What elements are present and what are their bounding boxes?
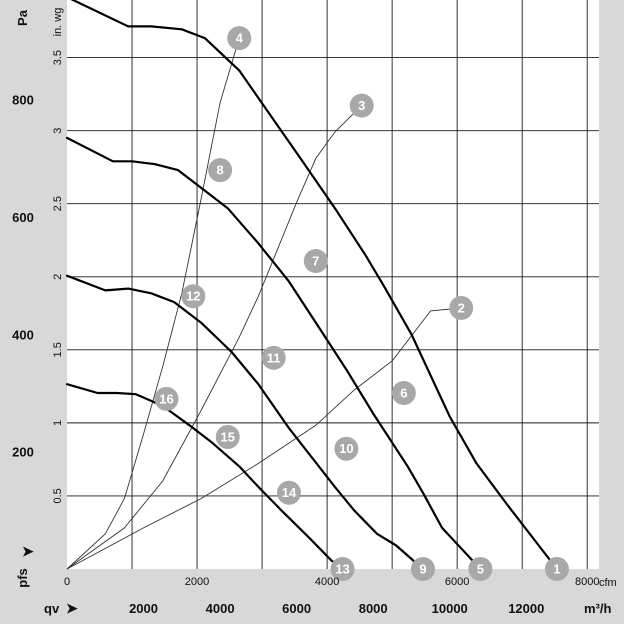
y-tick-pa: 400: [12, 327, 34, 342]
operating-point-label: 3: [358, 98, 365, 113]
operating-point-label: 4: [236, 31, 244, 46]
curves: [65, 0, 558, 571]
operating-point-marker: [154, 386, 179, 411]
plot-area: [67, 0, 599, 569]
operating-point-marker: [215, 425, 240, 450]
operating-point-marker: [208, 158, 233, 183]
x-tick-cfm: 0: [64, 576, 70, 588]
operating-point-marker: [468, 557, 493, 581]
operating-point: 11: [261, 345, 286, 370]
operating-point-label: 16: [159, 391, 173, 406]
x-tick-m3h: 10000: [432, 601, 468, 616]
operating-point: 1: [544, 557, 569, 581]
axis-ticks: 200 400 600 800 0.5 1 1.5 2 2.5 3 3.5 0 2000 4000 6000…: [12, 50, 599, 616]
y-axis-arrow: ➤: [22, 543, 34, 559]
operating-point: 6: [391, 381, 416, 406]
operating-point-label: 9: [419, 562, 426, 577]
x-axis-label: qv: [44, 601, 60, 616]
x-tick-cfm: 6000: [445, 576, 469, 588]
system-curve: [66, 105, 363, 570]
operating-point: 5: [468, 557, 493, 581]
y-tick-pa: 200: [12, 445, 34, 460]
y-tick-pa: 600: [12, 210, 34, 225]
operating-point-marker: [303, 249, 328, 274]
x-tick-cfm: 4000: [315, 576, 339, 588]
x-tick-m3h: 2000: [129, 601, 158, 616]
operating-point-marker: [227, 26, 252, 51]
operating-point-label: 5: [477, 562, 484, 577]
y-tick-inwg: 3.5: [52, 50, 64, 65]
operating-point: 13: [330, 557, 355, 581]
y-tick-inwg: 3: [52, 128, 64, 134]
operating-point-marker: [334, 436, 359, 461]
system-curve: [66, 307, 462, 570]
y-tick-inwg: 2: [52, 274, 64, 280]
y-unit-pa: Pa: [15, 9, 30, 26]
operating-point-marker: [544, 557, 569, 581]
operating-point: 10: [334, 436, 359, 461]
x-axis-arrow: ➤: [66, 600, 78, 616]
operating-point-marker: [261, 345, 286, 370]
operating-point-marker: [276, 480, 301, 505]
x-tick-m3h: 12000: [508, 601, 544, 616]
operating-point: 3: [349, 93, 374, 118]
operating-point: 12: [181, 284, 206, 309]
fan-curve: [65, 383, 344, 571]
operating-point-marker: [391, 381, 416, 406]
operating-point-label: 8: [216, 163, 223, 178]
operating-point-label: 13: [335, 562, 349, 577]
y-tick-inwg: 1: [52, 420, 64, 426]
operating-point-label: 1: [553, 562, 560, 577]
fan-curve: [65, 274, 424, 571]
operating-point-marker: [449, 295, 474, 320]
y-tick-inwg: 2.5: [52, 196, 64, 211]
operating-point: 16: [154, 386, 179, 411]
operating-point-marker: [181, 284, 206, 309]
operating-point: 9: [410, 557, 435, 581]
y-axis-label: pfs: [15, 568, 30, 588]
operating-point-marker: [410, 557, 435, 581]
fan-curve: [70, 0, 558, 571]
x-tick-m3h: 6000: [282, 601, 311, 616]
x-tick-cfm: 8000: [575, 576, 599, 588]
operating-point: 2: [449, 295, 474, 320]
system-curve: [66, 37, 240, 570]
y-unit-inwg: in. wg: [52, 8, 64, 37]
y-tick-inwg: 1.5: [52, 342, 64, 357]
operating-point: 15: [215, 425, 240, 450]
operating-point-label: 12: [186, 289, 200, 304]
operating-point: 7: [303, 249, 328, 274]
x-unit-cfm: cfm: [599, 577, 617, 589]
fan-curve: [65, 136, 482, 571]
operating-point-label: 6: [400, 386, 407, 401]
x-tick-m3h: 4000: [206, 601, 235, 616]
operating-point-label: 10: [339, 441, 353, 456]
x-unit-m3h: m³/h: [584, 601, 612, 616]
x-tick-m3h: 8000: [359, 601, 388, 616]
operating-point-marker: [330, 557, 355, 581]
operating-point-label: 11: [267, 350, 281, 365]
x-tick-cfm: 2000: [185, 576, 209, 588]
y-tick-pa: 800: [12, 93, 34, 108]
operating-point-label: 2: [458, 300, 465, 315]
operating-point-label: 15: [221, 430, 235, 445]
operating-point: 4: [227, 26, 252, 51]
operating-point-marker: [349, 93, 374, 118]
operating-point: 8: [208, 158, 233, 183]
operating-point-label: 7: [312, 254, 319, 269]
operating-point: 14: [276, 480, 301, 505]
y-tick-inwg: 0.5: [52, 488, 64, 503]
operating-point-label: 14: [282, 485, 297, 500]
